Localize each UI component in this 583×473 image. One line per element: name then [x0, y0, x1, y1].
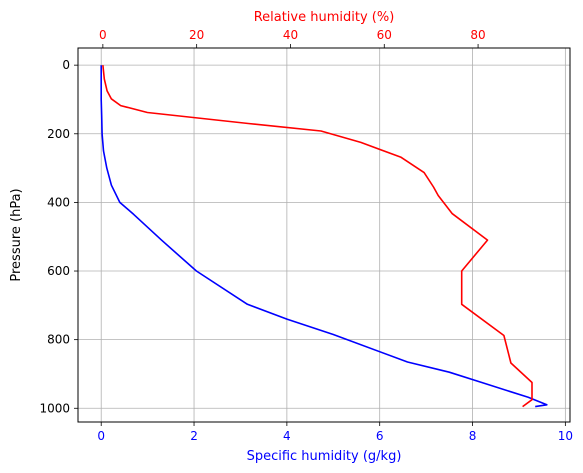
- top-tick-label: 40: [283, 28, 298, 42]
- top-tick-label: 20: [189, 28, 204, 42]
- bottom-axis-label: Specific humidity (g/kg): [247, 449, 402, 464]
- y-tick-label: 800: [47, 333, 70, 347]
- top-axis-label: Relative humidity (%): [254, 10, 395, 25]
- bottom-tick-label: 0: [97, 429, 105, 443]
- y-tick-label: 0: [62, 58, 70, 72]
- top-tick-label: 0: [99, 28, 107, 42]
- bottom-tick-label: 8: [469, 429, 477, 443]
- y-axis-label: Pressure (hPa): [9, 188, 24, 281]
- y-tick-label: 200: [47, 127, 70, 141]
- relative-humidity-line: [102, 65, 533, 408]
- plot-frame: [77, 47, 571, 423]
- bottom-tick-label: 6: [376, 429, 384, 443]
- top-tick-label: 80: [470, 28, 485, 42]
- specific-humidity-line: [100, 65, 548, 408]
- y-tick-label: 400: [47, 195, 70, 209]
- grid: [78, 48, 570, 422]
- bottom-tick-label: 10: [558, 429, 573, 443]
- y-tick-label: 600: [47, 264, 70, 278]
- top-tick-label: 60: [377, 28, 392, 42]
- series-layer: [100, 65, 548, 408]
- y-tick-label: 1000: [39, 401, 70, 415]
- bottom-tick-label: 2: [190, 429, 198, 443]
- bottom-tick-label: 4: [283, 429, 291, 443]
